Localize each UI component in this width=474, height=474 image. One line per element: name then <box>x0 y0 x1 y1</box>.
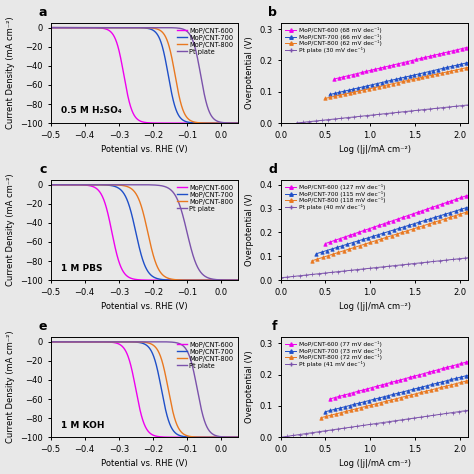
Legend: MoP/CNT-600 (68 mV dec⁻¹), MoP/CNT-700 (66 mV dec⁻¹), MoP/CNT-800 (62 mV dec⁻¹),: MoP/CNT-600 (68 mV dec⁻¹), MoP/CNT-700 (… <box>283 26 383 54</box>
Legend: MoP/CNT-600 (127 mV dec⁻¹), MoP/CNT-700 (115 mV dec⁻¹), MoP/CNT-800 (118 mV dec⁻: MoP/CNT-600 (127 mV dec⁻¹), MoP/CNT-700 … <box>283 183 386 211</box>
Text: d: d <box>268 163 277 176</box>
Y-axis label: Overpotential (V): Overpotential (V) <box>245 194 254 266</box>
X-axis label: Log (|j|/mA cm⁻²): Log (|j|/mA cm⁻²) <box>338 459 410 468</box>
Y-axis label: Current Density (mA cm⁻²): Current Density (mA cm⁻²) <box>6 331 15 444</box>
X-axis label: Potential vs. RHE (V): Potential vs. RHE (V) <box>101 459 188 468</box>
Y-axis label: Overpotential (V): Overpotential (V) <box>245 351 254 423</box>
Text: e: e <box>38 320 47 333</box>
Y-axis label: Overpotential (V): Overpotential (V) <box>245 36 254 109</box>
Legend: MoP/CNT-600, MoP/CNT-700, MoP/CNT-800, Pt plate: MoP/CNT-600, MoP/CNT-700, MoP/CNT-800, P… <box>175 340 235 370</box>
Legend: MoP/CNT-600, MoP/CNT-700, MoP/CNT-800, Pt plate: MoP/CNT-600, MoP/CNT-700, MoP/CNT-800, P… <box>175 26 235 56</box>
X-axis label: Potential vs. RHE (V): Potential vs. RHE (V) <box>101 302 188 311</box>
Text: f: f <box>272 320 277 333</box>
Text: 0.5 M H₂SO₄: 0.5 M H₂SO₄ <box>61 107 121 116</box>
Y-axis label: Current Density (mA cm⁻²): Current Density (mA cm⁻²) <box>6 17 15 129</box>
X-axis label: Log (|j|/mA cm⁻²): Log (|j|/mA cm⁻²) <box>338 302 410 311</box>
Legend: MoP/CNT-600, MoP/CNT-700, MoP/CNT-800, Pt plate: MoP/CNT-600, MoP/CNT-700, MoP/CNT-800, P… <box>175 183 235 213</box>
Y-axis label: Current Density (mA cm⁻²): Current Density (mA cm⁻²) <box>6 174 15 286</box>
Text: 1 M PBS: 1 M PBS <box>61 264 102 273</box>
Legend: MoP/CNT-600 (77 mV dec⁻¹), MoP/CNT-700 (73 mV dec⁻¹), MoP/CNT-800 (72 mV dec⁻¹),: MoP/CNT-600 (77 mV dec⁻¹), MoP/CNT-700 (… <box>283 340 383 368</box>
Text: c: c <box>39 163 47 176</box>
X-axis label: Log (|j|/mA cm⁻²): Log (|j|/mA cm⁻²) <box>338 146 410 155</box>
Text: 1 M KOH: 1 M KOH <box>61 420 104 429</box>
Text: a: a <box>38 6 47 19</box>
Text: b: b <box>268 6 277 19</box>
X-axis label: Potential vs. RHE (V): Potential vs. RHE (V) <box>101 146 188 155</box>
